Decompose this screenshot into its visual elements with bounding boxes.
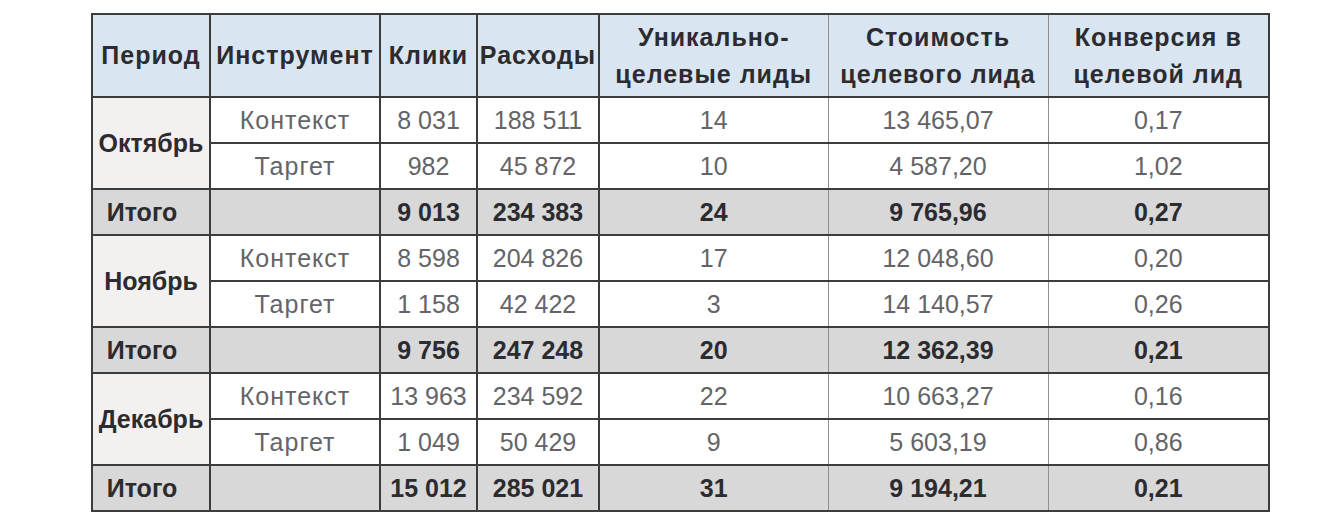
col-header-unique-leads: Уникально- целевые лиды [599,14,828,97]
total-leads-cell: 31 [599,465,828,511]
total-conversion-cell: 0,21 [1048,327,1269,373]
clicks-cell: 8 598 [380,235,477,281]
costs-cell: 234 592 [477,373,599,419]
total-empty-cell [210,189,380,235]
conversion-cell: 0,20 [1048,235,1269,281]
table-row: Таргет 1 049 50 429 9 5 603,19 0,86 [92,419,1269,465]
costs-cell: 42 422 [477,281,599,327]
leads-cell: 3 [599,281,828,327]
total-costs-cell: 247 248 [477,327,599,373]
total-costs-cell: 234 383 [477,189,599,235]
instrument-cell: Таргет [210,281,380,327]
total-clicks-cell: 9 013 [380,189,477,235]
total-cost-per-lead-cell: 9 194,21 [828,465,1048,511]
cost-per-lead-cell: 13 465,07 [828,97,1048,143]
total-clicks-cell: 15 012 [380,465,477,511]
clicks-cell: 1 049 [380,419,477,465]
costs-cell: 45 872 [477,143,599,189]
total-cost-per-lead-cell: 9 765,96 [828,189,1048,235]
total-row-december: Итого 15 012 285 021 31 9 194,21 0,21 [92,465,1269,511]
col-header-clicks: Клики [380,14,477,97]
total-cost-per-lead-cell: 12 362,39 [828,327,1048,373]
col-header-period: Период [92,14,210,97]
col-header-cost-per-lead-line1: Стоимость [829,19,1048,56]
table-row: Ноябрь Контекст 8 598 204 826 17 12 048,… [92,235,1269,281]
col-header-cost-per-lead-line2: целевого лида [829,56,1048,93]
leads-cell: 14 [599,97,828,143]
period-cell-october: Октябрь [92,97,210,189]
col-header-conversion-line1: Конверсия в [1049,19,1269,56]
leads-cell: 17 [599,235,828,281]
conversion-cell: 1,02 [1048,143,1269,189]
costs-cell: 188 511 [477,97,599,143]
instrument-cell: Контекст [210,373,380,419]
total-row-november: Итого 9 756 247 248 20 12 362,39 0,21 [92,327,1269,373]
metrics-table: Период Инструмент Клики Расходы Уникальн… [91,13,1270,512]
total-label-cell: Итого [92,327,210,373]
conversion-cell: 0,86 [1048,419,1269,465]
conversion-cell: 0,16 [1048,373,1269,419]
costs-cell: 50 429 [477,419,599,465]
costs-cell: 204 826 [477,235,599,281]
col-header-unique-leads-line1: Уникально- [600,19,828,56]
clicks-cell: 8 031 [380,97,477,143]
period-cell-november: Ноябрь [92,235,210,327]
total-empty-cell [210,327,380,373]
leads-cell: 22 [599,373,828,419]
col-header-costs: Расходы [477,14,599,97]
instrument-cell: Таргет [210,419,380,465]
cost-per-lead-cell: 4 587,20 [828,143,1048,189]
total-label-cell: Итого [92,465,210,511]
period-cell-december: Декабрь [92,373,210,465]
table-header-row: Период Инструмент Клики Расходы Уникальн… [92,14,1269,97]
col-header-cost-per-lead: Стоимость целевого лида [828,14,1048,97]
table-row: Таргет 1 158 42 422 3 14 140,57 0,26 [92,281,1269,327]
total-leads-cell: 20 [599,327,828,373]
clicks-cell: 1 158 [380,281,477,327]
cost-per-lead-cell: 10 663,27 [828,373,1048,419]
total-clicks-cell: 9 756 [380,327,477,373]
leads-cell: 10 [599,143,828,189]
total-costs-cell: 285 021 [477,465,599,511]
table-row: Декабрь Контекст 13 963 234 592 22 10 66… [92,373,1269,419]
col-header-unique-leads-line2: целевые лиды [600,56,828,93]
total-leads-cell: 24 [599,189,828,235]
cost-per-lead-cell: 12 048,60 [828,235,1048,281]
instrument-cell: Таргет [210,143,380,189]
total-empty-cell [210,465,380,511]
clicks-cell: 13 963 [380,373,477,419]
total-conversion-cell: 0,27 [1048,189,1269,235]
total-label-cell: Итого [92,189,210,235]
cost-per-lead-cell: 5 603,19 [828,419,1048,465]
instrument-cell: Контекст [210,97,380,143]
clicks-cell: 982 [380,143,477,189]
total-row-october: Итого 9 013 234 383 24 9 765,96 0,27 [92,189,1269,235]
leads-cell: 9 [599,419,828,465]
table-row: Октябрь Контекст 8 031 188 511 14 13 465… [92,97,1269,143]
table-row: Таргет 982 45 872 10 4 587,20 1,02 [92,143,1269,189]
col-header-instrument: Инструмент [210,14,380,97]
instrument-cell: Контекст [210,235,380,281]
conversion-cell: 0,17 [1048,97,1269,143]
cost-per-lead-cell: 14 140,57 [828,281,1048,327]
col-header-conversion-line2: целевой лид [1049,56,1269,93]
conversion-cell: 0,26 [1048,281,1269,327]
total-conversion-cell: 0,21 [1048,465,1269,511]
col-header-conversion: Конверсия в целевой лид [1048,14,1269,97]
